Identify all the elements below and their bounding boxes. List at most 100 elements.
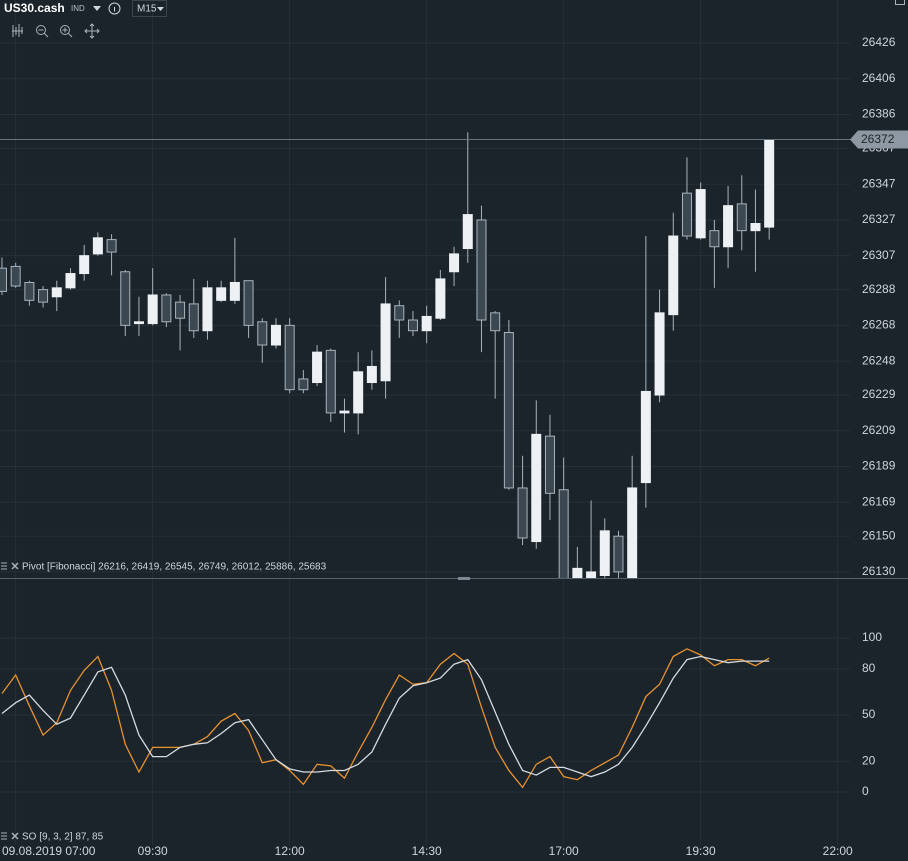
candle-body-up (147, 294, 158, 325)
candle-body-down (257, 321, 268, 346)
zoom-out-icon[interactable] (36, 25, 46, 35)
candle-body-down (476, 219, 487, 321)
oscillator-line (1, 655, 770, 778)
last-price-label: 26372 (861, 132, 895, 146)
chart-type-icon[interactable] (12, 24, 23, 37)
pane-resize-handle[interactable] (458, 577, 470, 580)
oscillator-pane (1, 648, 770, 789)
candle-body-up (79, 255, 90, 275)
y-tick-label: 26150 (862, 528, 896, 542)
candle-body-up (449, 253, 460, 273)
x-tick-label: 09:30 (138, 844, 168, 858)
x-tick-label: 22:00 (823, 844, 853, 858)
candle-body-up (640, 390, 651, 484)
candle-body-down (298, 378, 309, 391)
y-tick-label: 26189 (862, 459, 896, 473)
y-tick-label: 26426 (862, 35, 896, 49)
candle-body-up (654, 312, 665, 396)
axis-layer: 2642626406263862636726347263272630726288… (2, 35, 908, 858)
so-legend: SO [9, 3, 2] 87, 85 (1, 832, 104, 843)
legend-menu-icon[interactable] (1, 562, 7, 570)
y-tick-label: 26406 (862, 71, 896, 85)
y-tick-label: 0 (862, 784, 869, 798)
y-tick-label: 26248 (862, 353, 896, 367)
candle-body-up (92, 237, 103, 255)
candle-body-down (175, 301, 186, 319)
y-tick-label: 26307 (862, 248, 896, 262)
candle-body-up (312, 351, 323, 384)
x-tick-label: 14:30 (412, 844, 442, 858)
candle-body-down (490, 312, 501, 332)
candle-body-up (695, 189, 706, 239)
maximize-button[interactable] (895, 0, 905, 5)
candle-body-down (613, 535, 624, 573)
candle-body-down (120, 271, 131, 326)
candle-body-down (544, 435, 555, 494)
y-tick-label: 26169 (862, 494, 896, 508)
candle-body-down (681, 192, 692, 237)
pan-icon[interactable] (84, 23, 100, 39)
legend-remove-icon[interactable] (11, 562, 19, 570)
y-tick-label: 26347 (862, 176, 896, 190)
timeframe-box[interactable] (132, 0, 167, 17)
legend-remove-icon[interactable] (11, 832, 19, 840)
candle-body-down (38, 289, 49, 303)
timeframe-dropdown[interactable] (157, 7, 164, 11)
candle-body-up (51, 287, 62, 298)
candle-body-up (133, 321, 144, 325)
grid-layer (0, 0, 850, 845)
candle-body-up (339, 410, 350, 414)
y-tick-label: 20 (862, 753, 876, 767)
y-tick-label: 26386 (862, 107, 896, 121)
x-tick-label: 09.08.2019 07:00 (2, 844, 96, 858)
legend-menu-icon[interactable] (1, 832, 7, 840)
y-tick-label: 80 (862, 661, 876, 675)
candle-body-up (750, 223, 761, 232)
y-tick-label: 26130 (862, 564, 896, 578)
candle-body-up (229, 281, 240, 301)
candle-body-up (65, 273, 76, 289)
x-tick-label: 17:00 (549, 844, 579, 858)
pivot-legend-text: Pivot [Fibonacci] 26216, 26419, 26545, 2… (22, 562, 327, 573)
x-tick-label: 12:00 (275, 844, 305, 858)
candle-body-up (270, 324, 281, 346)
candle-body-up (627, 487, 638, 578)
y-tick-label: 50 (862, 707, 876, 721)
candle-body-down (188, 303, 199, 332)
info-button[interactable] (108, 2, 121, 15)
candle-body-up (202, 287, 213, 332)
candle-body-up (531, 433, 542, 543)
candle-body-down (736, 203, 747, 232)
symbol[interactable]: US30.cash (4, 1, 65, 15)
candle-body-down (243, 280, 254, 326)
y-tick-label: 26209 (862, 423, 896, 437)
candle-body-down (161, 294, 172, 323)
candle-body-up (435, 278, 446, 319)
candle-body-up (353, 371, 364, 414)
candle-body-up (586, 571, 597, 578)
y-tick-label: 26288 (862, 282, 896, 296)
candle-body-down (24, 281, 35, 301)
candle-body-up (421, 315, 432, 332)
toolbar-icons (12, 23, 100, 39)
y-tick-label: 26229 (862, 387, 896, 401)
candle-body-up (462, 214, 473, 250)
candle-body-up (366, 365, 377, 384)
candle-body-down (558, 489, 569, 578)
last-price-tag (850, 130, 908, 149)
price-pane (0, 132, 850, 578)
y-tick-label: 26327 (862, 212, 896, 226)
candle-body-down (325, 349, 336, 414)
candle-body-up (599, 530, 610, 576)
x-tick-label: 19:30 (686, 844, 716, 858)
candle-body-down (284, 324, 295, 391)
zoom-in-icon[interactable] (60, 25, 70, 35)
candle-body-down (10, 265, 21, 287)
candle-body-down (503, 332, 514, 489)
candle-body-up (764, 139, 775, 228)
candle-body-down (0, 267, 7, 292)
symbol-dropdown[interactable] (93, 6, 101, 11)
candle-body-up (380, 303, 391, 382)
timeframe[interactable]: M15 (137, 4, 157, 15)
